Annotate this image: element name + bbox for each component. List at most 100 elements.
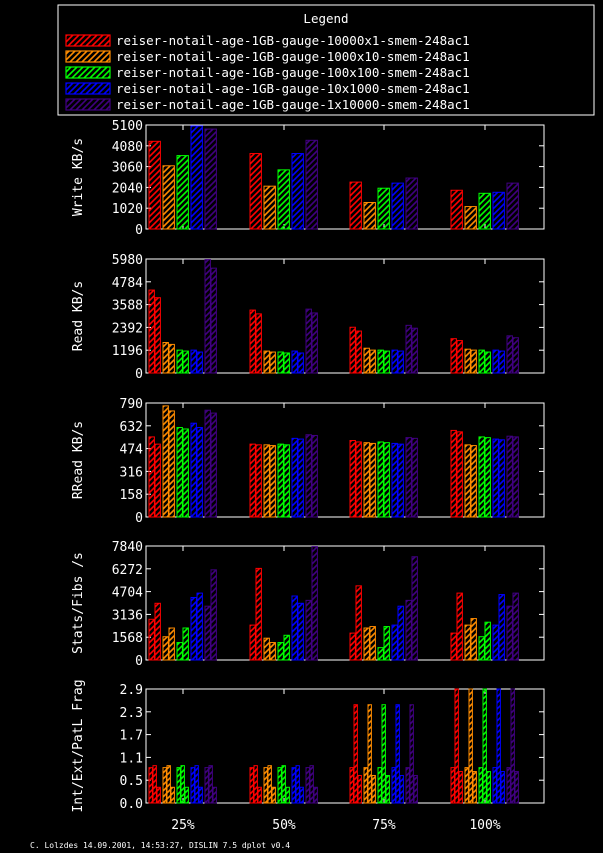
legend-label: reiser-notail-age-1GB-gauge-1x10000-smem… <box>116 97 470 112</box>
bar <box>498 594 505 661</box>
bar <box>285 786 290 804</box>
bar <box>492 624 499 661</box>
bar <box>198 786 203 804</box>
bar <box>182 627 189 661</box>
y-tick-label: 1020 <box>112 202 143 217</box>
plot-frame <box>145 545 545 661</box>
bar <box>506 335 513 374</box>
bar <box>267 765 272 804</box>
bar <box>269 642 276 661</box>
x-tick-label: 25% <box>171 818 195 833</box>
bar <box>383 626 390 661</box>
bar <box>498 439 505 518</box>
bar <box>249 153 262 230</box>
y-tick-label: 0 <box>135 223 143 238</box>
y-tick-label: 474 <box>120 443 144 458</box>
bar <box>399 774 404 804</box>
bar <box>297 438 304 518</box>
bar <box>154 443 161 518</box>
bar <box>210 412 217 518</box>
bar <box>249 443 256 518</box>
y-axis-label: Stats/Fibs /s <box>71 552 86 654</box>
bar <box>257 786 262 804</box>
bar <box>498 350 505 374</box>
bar <box>182 350 189 374</box>
bar <box>305 599 312 661</box>
y-axis-label: RRead KB/s <box>71 421 86 499</box>
bar <box>190 596 197 661</box>
bar <box>313 786 318 804</box>
y-tick-label: 1568 <box>112 631 143 646</box>
y-tick-label: 4784 <box>112 276 143 291</box>
bar <box>180 765 185 804</box>
bar <box>263 185 276 230</box>
legend-label: reiser-notail-age-1GB-gauge-100x100-smem… <box>116 65 470 80</box>
bar <box>148 289 155 374</box>
y-tick-label: 3588 <box>112 299 143 314</box>
bar <box>484 621 491 661</box>
bar <box>411 437 418 518</box>
bar <box>305 767 310 804</box>
y-tick-label: 0.5 <box>120 774 143 789</box>
footer-credit: C. Lolzdes 14.09.2001, 14:53:27, DISLIN … <box>30 841 290 850</box>
bar <box>512 592 519 661</box>
bar <box>391 349 398 374</box>
bar <box>397 443 404 518</box>
bar <box>277 351 284 374</box>
bar <box>196 427 203 518</box>
y-tick-label: 790 <box>120 397 143 412</box>
bar <box>168 627 175 661</box>
legend-label: reiser-notail-age-1GB-gauge-10x1000-smem… <box>116 81 470 96</box>
x-tick-label: 100% <box>469 818 500 833</box>
plot-frame <box>145 124 545 230</box>
bar <box>349 632 356 661</box>
bar <box>154 297 161 374</box>
bar <box>190 349 197 374</box>
bar <box>512 337 519 374</box>
bar <box>162 341 169 374</box>
bar <box>204 128 217 230</box>
bar <box>263 637 270 661</box>
bar <box>363 347 370 374</box>
bar <box>464 206 477 230</box>
bar <box>249 767 254 804</box>
bar <box>450 632 457 661</box>
legend-title: Legend <box>303 11 348 26</box>
bar <box>391 182 404 230</box>
y-tick-label: 3060 <box>112 161 143 176</box>
bar <box>176 642 183 661</box>
bar <box>204 605 211 661</box>
legend-entry: reiser-notail-age-1GB-gauge-100x100-smem… <box>65 65 470 80</box>
bar <box>464 624 471 661</box>
x-tick-label: 50% <box>272 818 296 833</box>
y-tick-label: 5100 <box>112 119 143 134</box>
bar <box>255 444 262 518</box>
bar <box>363 442 370 518</box>
bar <box>176 349 183 374</box>
bar <box>357 774 362 804</box>
bar <box>383 442 390 518</box>
bar <box>454 688 459 804</box>
bar <box>391 442 398 518</box>
bar <box>190 422 197 518</box>
bar <box>269 351 276 374</box>
y-tick-label: 0.0 <box>120 797 143 812</box>
y-tick-label: 5980 <box>112 253 143 268</box>
plot-frame <box>145 688 545 804</box>
bar <box>291 437 298 518</box>
bar <box>486 771 491 804</box>
bar <box>154 602 161 661</box>
legend-swatch <box>65 82 111 95</box>
bar <box>148 436 155 518</box>
bar <box>478 192 491 230</box>
y-tick-label: 2392 <box>112 321 143 336</box>
bar <box>450 767 455 804</box>
bar <box>470 445 477 518</box>
bar <box>263 444 270 518</box>
legend-label: reiser-notail-age-1GB-gauge-1000x10-smem… <box>116 49 470 64</box>
bar <box>411 327 418 374</box>
legend: Legend reiser-notail-age-1GB-gauge-10000… <box>57 4 595 116</box>
bar <box>305 434 312 518</box>
bar <box>349 440 356 518</box>
legend-entry: reiser-notail-age-1GB-gauge-1x10000-smem… <box>65 97 470 112</box>
